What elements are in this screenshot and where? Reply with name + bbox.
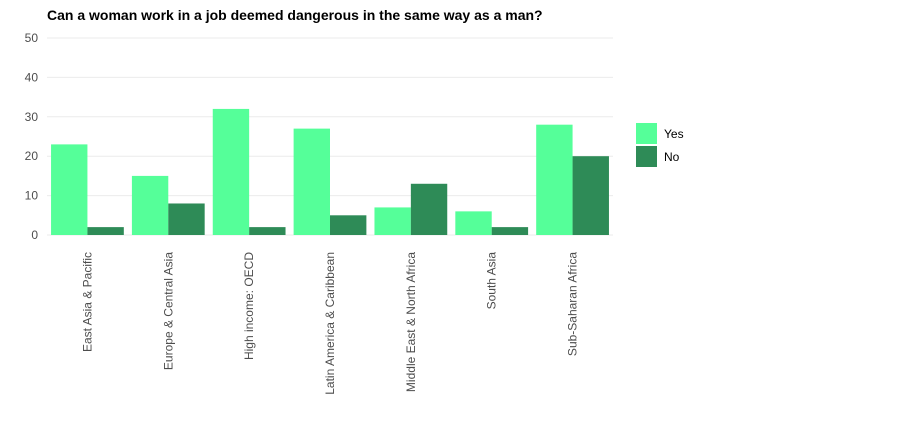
x-tick-label: High income: OECD [242, 252, 256, 360]
y-axis: 0 10 20 30 40 50 [25, 31, 39, 242]
bar-yes [293, 128, 330, 235]
legend: Yes No [636, 123, 684, 167]
y-tick-label: 40 [25, 70, 39, 84]
bar-no [330, 215, 367, 235]
x-tick-label: Europe & Central Asia [161, 252, 175, 370]
x-tick-label: South Asia [485, 252, 499, 310]
y-tick-label: 30 [25, 110, 39, 124]
bar-no [87, 227, 124, 235]
x-tick-label: East Asia & Pacific [80, 252, 94, 352]
legend-label-yes: Yes [664, 127, 684, 141]
bar-no [168, 203, 205, 235]
bar-no [491, 227, 529, 235]
bar-no [410, 183, 448, 235]
bar-no [249, 227, 286, 235]
bar-yes [51, 144, 88, 235]
bar-yes [455, 211, 492, 235]
x-tick-label: Latin America & Caribbean [323, 252, 337, 395]
x-tick-label: Sub-Saharan Africa [566, 252, 580, 356]
y-tick-label: 0 [31, 228, 38, 242]
legend-label-no: No [664, 150, 680, 164]
bar-no [572, 156, 609, 235]
bars [51, 108, 609, 235]
legend-swatch-no [636, 146, 657, 167]
bar-yes [374, 207, 411, 235]
y-tick-label: 20 [25, 149, 39, 163]
y-tick-label: 50 [25, 31, 39, 45]
x-tick-label: Middle East & North Africa [404, 252, 418, 392]
legend-swatch-yes [636, 123, 657, 144]
chart-title: Can a woman work in a job deemed dangero… [47, 7, 543, 23]
x-axis: East Asia & Pacific Europe & Central Asia… [80, 252, 579, 395]
bar-yes [131, 175, 169, 235]
bar-yes [212, 108, 250, 235]
y-tick-label: 10 [25, 189, 39, 203]
bar-yes [536, 124, 573, 235]
